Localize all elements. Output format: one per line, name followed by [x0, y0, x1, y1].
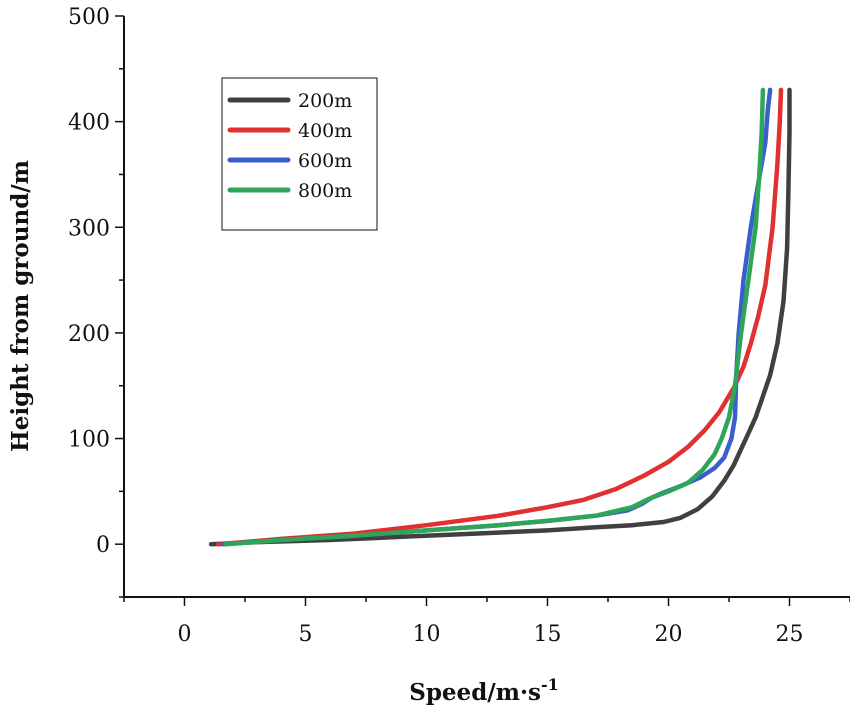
y-tick-label: 500 [68, 5, 110, 30]
x-tick-label: 25 [776, 622, 804, 647]
legend-label-400m: 400m [298, 120, 352, 142]
series-layer [208, 87, 792, 547]
x-axis-title-superscript: -1 [541, 675, 559, 694]
legend-label-800m: 800m [298, 180, 352, 202]
x-axis-title: Speed/m·s-1 [409, 675, 559, 706]
series-line-400m [216, 87, 784, 547]
y-tick-label: 400 [68, 111, 110, 136]
y-tick-label: 200 [68, 322, 110, 347]
x-tick-label: 20 [655, 622, 683, 647]
series-line-800m [223, 87, 766, 547]
x-tick-label: 10 [413, 622, 441, 647]
axes: 0 100 200 300 400 500 0 5 10 15 20 25 [68, 5, 850, 647]
x-axis-title-main: Speed/m·s [409, 679, 541, 706]
y-tick-label: 100 [68, 428, 110, 453]
x-tick-label: 15 [534, 622, 562, 647]
y-axis-title: Height from ground/m [7, 160, 34, 452]
y-tick-label: 0 [96, 533, 110, 558]
x-tick-label: 5 [299, 622, 313, 647]
y-tick-label: 300 [68, 216, 110, 241]
series-line-200m [208, 87, 792, 547]
legend-label-600m: 600m [298, 150, 352, 172]
x-tick-label: 0 [178, 622, 192, 647]
legend-label-200m: 200m [298, 90, 352, 112]
legend-box [221, 77, 378, 231]
legend: 200m 400m 600m 800m [221, 77, 378, 231]
